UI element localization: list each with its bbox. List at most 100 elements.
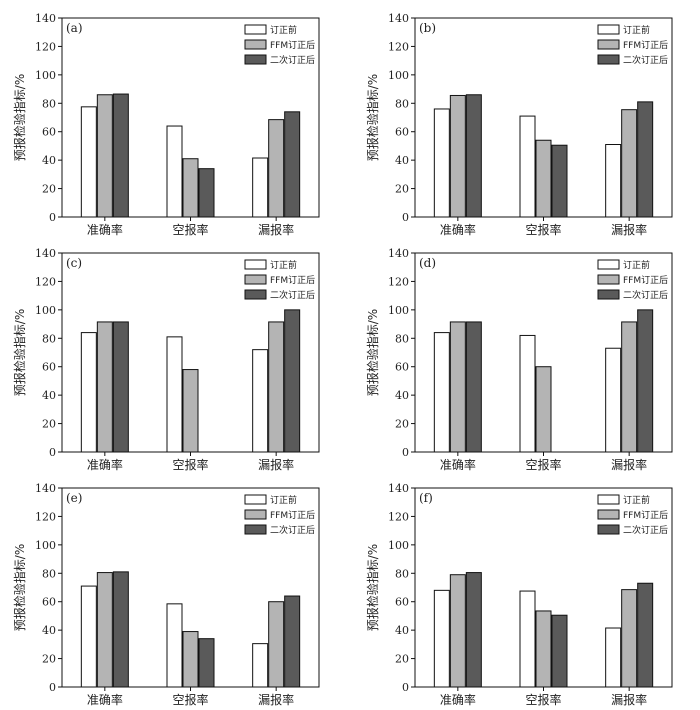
y-tick-label: 80	[42, 97, 56, 110]
bar	[433, 108, 450, 218]
y-axis-label: 预报检验指标/%	[365, 544, 380, 631]
y-axis-label: 预报检验指标/%	[12, 74, 27, 161]
y-tick-label: 140	[35, 482, 56, 495]
x-tick-label: 空报率	[525, 457, 561, 472]
bar	[252, 643, 269, 688]
x-tick-label: 空报率	[525, 692, 561, 707]
bar	[535, 366, 552, 453]
legend-swatch	[597, 509, 620, 520]
y-tick-label: 140	[388, 247, 409, 260]
y-tick-label: 20	[395, 183, 409, 196]
y-axis-label: 预报检验指标/%	[12, 309, 27, 396]
y-tick-label: 100	[388, 539, 409, 552]
panel-label: (d)	[419, 256, 436, 270]
y-tick-label: 0	[402, 211, 409, 224]
legend-swatch	[244, 54, 267, 65]
legend-swatch	[597, 39, 620, 50]
bar	[182, 369, 199, 453]
bar	[621, 109, 638, 218]
legend-label: 订正前	[623, 494, 650, 506]
y-tick-label: 40	[42, 154, 56, 167]
bar	[284, 309, 301, 453]
legend-label: FFM订正后	[270, 275, 315, 286]
bar	[182, 631, 199, 688]
bar	[284, 111, 301, 218]
y-tick-label: 100	[35, 539, 56, 552]
legend-swatch	[244, 39, 267, 50]
bar	[465, 321, 482, 453]
chart-panel-d: 0 20 40 60 80 100 120 140 预报检验指标/% (d) 准确率 空报率 漏报率 订正…	[365, 247, 673, 472]
legend-label: 二次订正后	[270, 54, 315, 66]
x-tick-label: 空报率	[525, 222, 561, 237]
bar	[605, 627, 622, 688]
y-tick-label: 40	[395, 389, 409, 402]
x-tick-label: 漏报率	[258, 457, 294, 472]
y-tick-label: 80	[395, 97, 409, 110]
legend-swatch	[597, 274, 620, 285]
legend-label: 二次订正后	[270, 524, 315, 536]
bar	[166, 603, 183, 688]
y-tick-label: 60	[42, 361, 56, 374]
x-tick-label: 准确率	[87, 222, 123, 237]
y-tick-label: 100	[388, 69, 409, 82]
bar	[449, 94, 466, 218]
y-tick-label: 20	[395, 653, 409, 666]
bar	[519, 334, 536, 453]
y-tick-label: 80	[395, 332, 409, 345]
y-tick-label: 0	[49, 681, 56, 694]
y-tick-label: 120	[388, 510, 409, 523]
x-tick-label: 漏报率	[258, 692, 294, 707]
bar	[637, 582, 654, 688]
bar	[621, 321, 638, 453]
bar	[637, 309, 654, 453]
y-axis-label: 预报检验指标/%	[365, 74, 380, 161]
y-tick-label: 60	[395, 596, 409, 609]
bar	[519, 115, 536, 218]
chart-panel-f: 0 20 40 60 80 100 120 140 预报检验指标/% (f) 准确率 空报率 漏报率 订正…	[365, 482, 673, 707]
y-tick-label: 140	[388, 12, 409, 25]
x-tick-label: 空报率	[172, 222, 208, 237]
bar	[551, 614, 568, 688]
legend-label: 订正前	[270, 24, 297, 36]
legend-swatch	[244, 274, 267, 285]
legend-label: 二次订正后	[623, 524, 668, 536]
legend-swatch	[244, 289, 267, 300]
legend-label: FFM订正后	[270, 40, 315, 51]
legend-label: 二次订正后	[623, 289, 668, 301]
bar	[637, 101, 654, 218]
bar	[605, 144, 622, 218]
legend-swatch	[597, 524, 620, 535]
bar	[268, 119, 285, 218]
bar	[268, 601, 285, 688]
bar	[96, 321, 113, 453]
y-tick-label: 140	[35, 247, 56, 260]
x-tick-label: 准确率	[87, 692, 123, 707]
y-tick-label: 100	[35, 304, 56, 317]
chart-panel-e: 0 20 40 60 80 100 120 140 预报检验指标/% (e) 准确率 空报率 漏报率 订正…	[12, 482, 320, 707]
bar	[80, 106, 97, 218]
y-tick-label: 0	[402, 446, 409, 459]
y-tick-label: 40	[42, 624, 56, 637]
legend-label: 订正前	[623, 259, 650, 271]
bar	[449, 321, 466, 453]
bar	[252, 157, 269, 218]
y-axis-label: 预报检验指标/%	[12, 544, 27, 631]
y-tick-label: 80	[42, 332, 56, 345]
legend-label: FFM订正后	[270, 510, 315, 521]
bar	[449, 574, 466, 688]
legend-swatch	[597, 289, 620, 300]
y-tick-label: 60	[395, 126, 409, 139]
y-tick-label: 80	[42, 567, 56, 580]
y-tick-label: 120	[35, 40, 56, 53]
legend-label: 订正前	[270, 494, 297, 506]
bar	[433, 589, 450, 688]
y-axis-label: 预报检验指标/%	[365, 309, 380, 396]
y-tick-label: 40	[395, 624, 409, 637]
x-tick-label: 漏报率	[611, 457, 647, 472]
chart-panel-b: 0 20 40 60 80 100 120 140 预报检验指标/% (b) 准确率 空报率 漏报率 订正…	[365, 12, 673, 237]
y-tick-label: 60	[42, 596, 56, 609]
legend-swatch	[597, 54, 620, 65]
x-tick-label: 准确率	[440, 457, 476, 472]
panel-label: (c)	[66, 256, 82, 270]
